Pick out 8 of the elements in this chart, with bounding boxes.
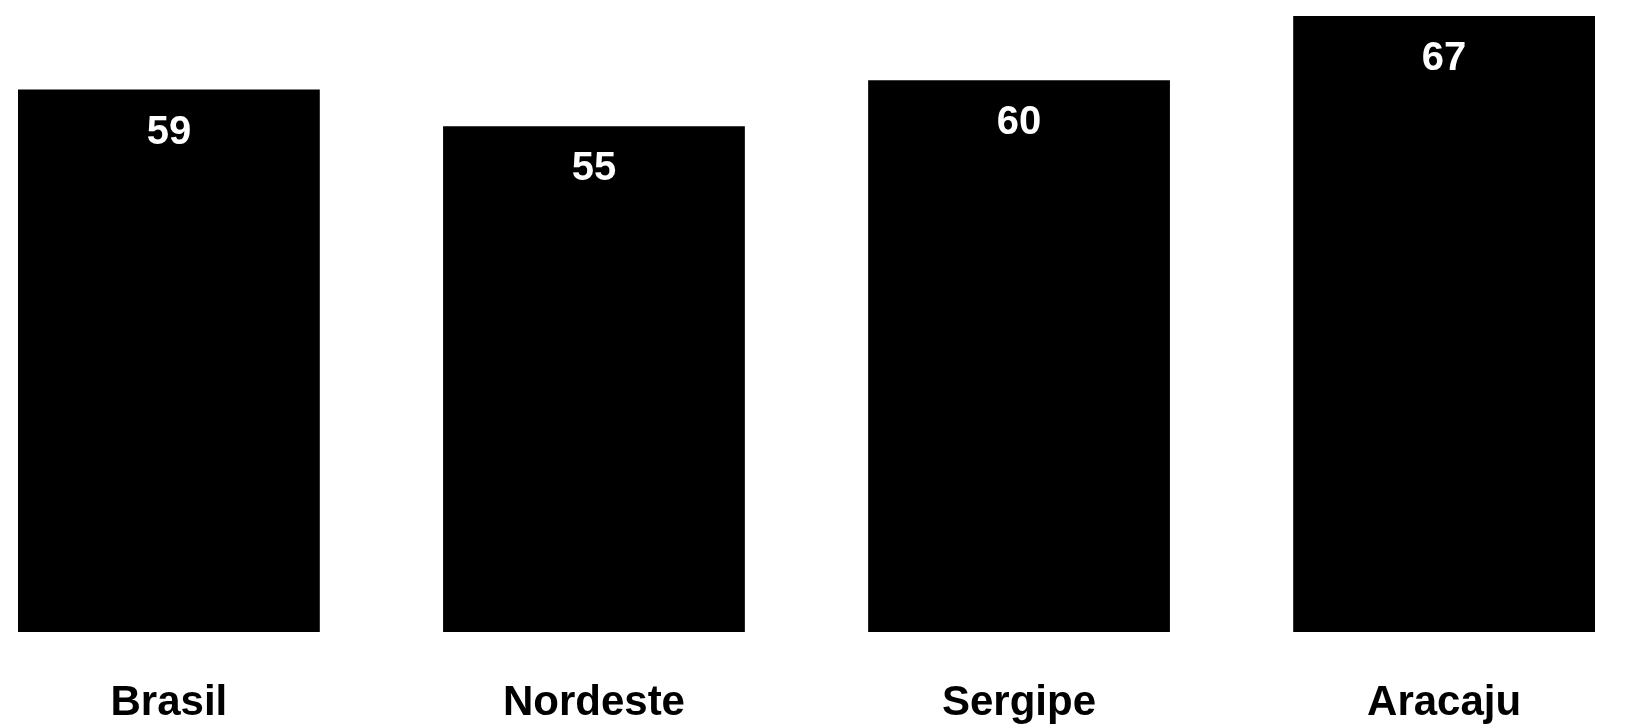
data-label: 67 (1421, 34, 1467, 78)
data-label: 60 (996, 98, 1042, 143)
data-label: 59 (146, 107, 192, 152)
x-tick-label: Sergipe (942, 676, 1097, 724)
x-tick-label: Brasil (110, 676, 228, 724)
x-tick-label: Aracaju (1367, 676, 1522, 724)
x-tick-label: Nordeste (502, 676, 685, 724)
data-label: 55 (571, 144, 617, 189)
